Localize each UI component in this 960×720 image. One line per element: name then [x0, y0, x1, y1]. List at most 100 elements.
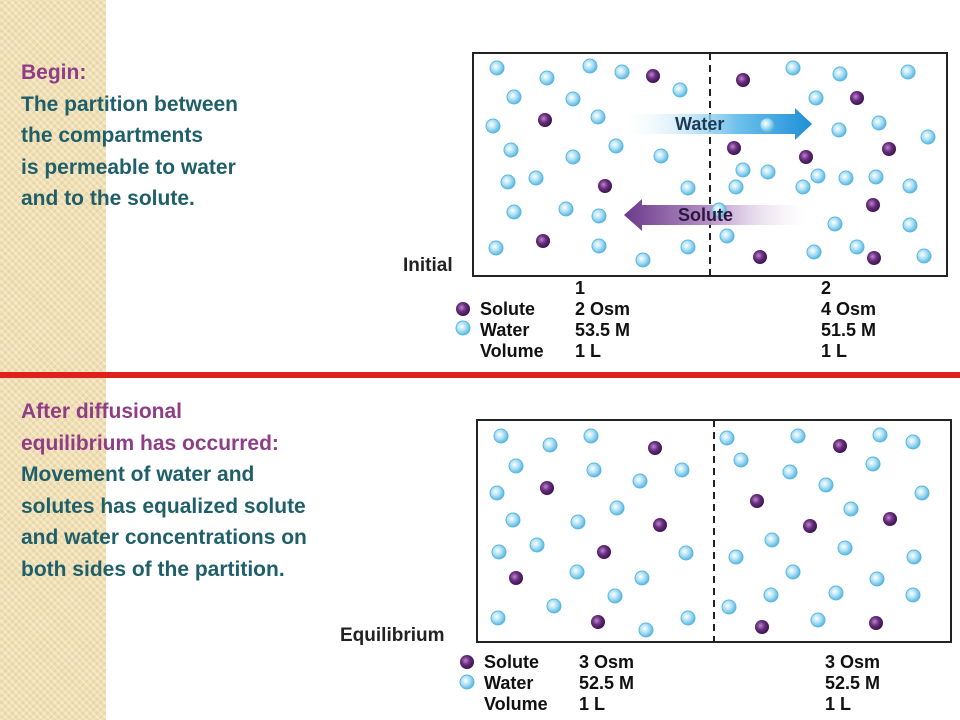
- red-divider-line: [0, 372, 960, 378]
- legend-solute-label: Solute: [484, 652, 540, 672]
- water-particle: [872, 427, 888, 443]
- equilibrium-line: both sides of the partition.: [21, 557, 285, 581]
- initial-particles: [485, 58, 936, 268]
- water-particle: [838, 170, 854, 186]
- solute-particle: [648, 441, 662, 455]
- solute-particle: [597, 545, 611, 559]
- water-concentration-value: 52.5 M: [825, 673, 881, 693]
- solute-particle: [509, 571, 523, 585]
- water-concentration-value: 52.5 M: [579, 673, 635, 693]
- water-particle: [506, 204, 522, 220]
- initial-compartment-2-values: 2 4 Osm 51.5 M 1 L: [821, 278, 876, 362]
- equilibrium-line: solutes has equalized solute: [21, 494, 306, 518]
- water-particle: [614, 64, 630, 80]
- water-particle: [607, 588, 623, 604]
- water-particle: [491, 544, 507, 560]
- solute-particle: [883, 512, 897, 526]
- water-particle: [871, 115, 887, 131]
- water-particle: [489, 60, 505, 76]
- water-particle: [586, 462, 602, 478]
- decorative-side-strip: [0, 0, 106, 720]
- volume-value: 1 L: [821, 341, 848, 361]
- water-particle: [905, 587, 921, 603]
- solute-particle: [736, 73, 750, 87]
- initial-heading: Begin:: [21, 61, 87, 84]
- water-particle: [782, 464, 798, 480]
- water-particle: [672, 82, 688, 98]
- water-particle: [558, 201, 574, 217]
- water-particle: [542, 437, 558, 453]
- water-particle: [832, 66, 848, 82]
- water-particle: [843, 501, 859, 517]
- water-particle: [632, 473, 648, 489]
- equilibrium-heading-line: After diffusional: [21, 400, 182, 423]
- water-particle: [570, 514, 586, 530]
- water-particle: [591, 238, 607, 254]
- compartment-number: 1: [575, 278, 586, 298]
- water-particle: [733, 452, 749, 468]
- legend-volume-label: Volume: [484, 694, 548, 714]
- osmolarity-value: 3 Osm: [579, 652, 635, 672]
- water-particle: [711, 202, 727, 218]
- initial-line: and to the solute.: [21, 187, 195, 210]
- solute-particle: [646, 69, 660, 83]
- water-particle: [721, 599, 737, 615]
- water-particle: [719, 228, 735, 244]
- water-particle: [539, 70, 555, 86]
- water-particle: [735, 162, 751, 178]
- osmolarity-value: 4 Osm: [821, 299, 877, 319]
- legend-water-label: Water: [480, 320, 530, 340]
- water-particle: [680, 610, 696, 626]
- water-particle: [583, 428, 599, 444]
- legend-volume-label: Volume: [480, 341, 544, 361]
- equilibrium-heading-line: equilibrium has occurred:: [21, 431, 279, 455]
- water-particle: [634, 570, 650, 586]
- equilibrium-label: Equilibrium: [340, 625, 445, 646]
- initial-label: Initial: [403, 255, 453, 276]
- solute-particle: [866, 198, 880, 212]
- initial-compartment-1-values: 1 2 Osm 53.5 M 1 L: [575, 278, 630, 362]
- legend-water-label: Water: [484, 673, 534, 693]
- water-particle: [900, 64, 916, 80]
- water-particle: [590, 109, 606, 125]
- solute-particle: [653, 518, 667, 532]
- water-arrow-label: Water: [675, 114, 725, 134]
- water-particle: [490, 610, 506, 626]
- water-particle: [869, 571, 885, 587]
- osmolarity-value: 3 Osm: [825, 652, 881, 672]
- water-particle: [828, 585, 844, 601]
- equilibrium-compartment-1-values: 3 Osm 52.5 M 1 L: [579, 652, 634, 715]
- solute-particle: [882, 142, 896, 156]
- water-particle: [569, 564, 585, 580]
- water-particle: [493, 428, 509, 444]
- water-particle: [680, 239, 696, 255]
- solute-particle: [750, 494, 764, 508]
- solute-particle: [799, 150, 813, 164]
- water-particle: [902, 178, 918, 194]
- water-particle: [818, 477, 834, 493]
- solute-arrow-label: Solute: [678, 205, 734, 225]
- initial-line: The partition between: [21, 92, 239, 116]
- initial-line: the compartments: [21, 124, 204, 147]
- volume-value: 1 L: [575, 341, 602, 361]
- water-particle: [808, 90, 824, 106]
- solute-particle: [850, 91, 864, 105]
- water-particle: [785, 564, 801, 580]
- water-particle: [916, 248, 932, 264]
- water-particle: [827, 216, 843, 232]
- water-particle: [795, 179, 811, 195]
- equilibrium-particles: [489, 427, 930, 638]
- water-particle: [488, 240, 504, 256]
- water-particle: [508, 458, 524, 474]
- solute-particle: [540, 481, 554, 495]
- solute-particle: [753, 250, 767, 264]
- water-particle: [546, 598, 562, 614]
- water-concentration-value: 51.5 M: [821, 320, 877, 340]
- water-particle: [565, 149, 581, 165]
- water-particle: [764, 532, 780, 548]
- water-particle: [719, 430, 735, 446]
- water-particle: [837, 540, 853, 556]
- water-particle: [865, 456, 881, 472]
- water-particle: [489, 485, 505, 501]
